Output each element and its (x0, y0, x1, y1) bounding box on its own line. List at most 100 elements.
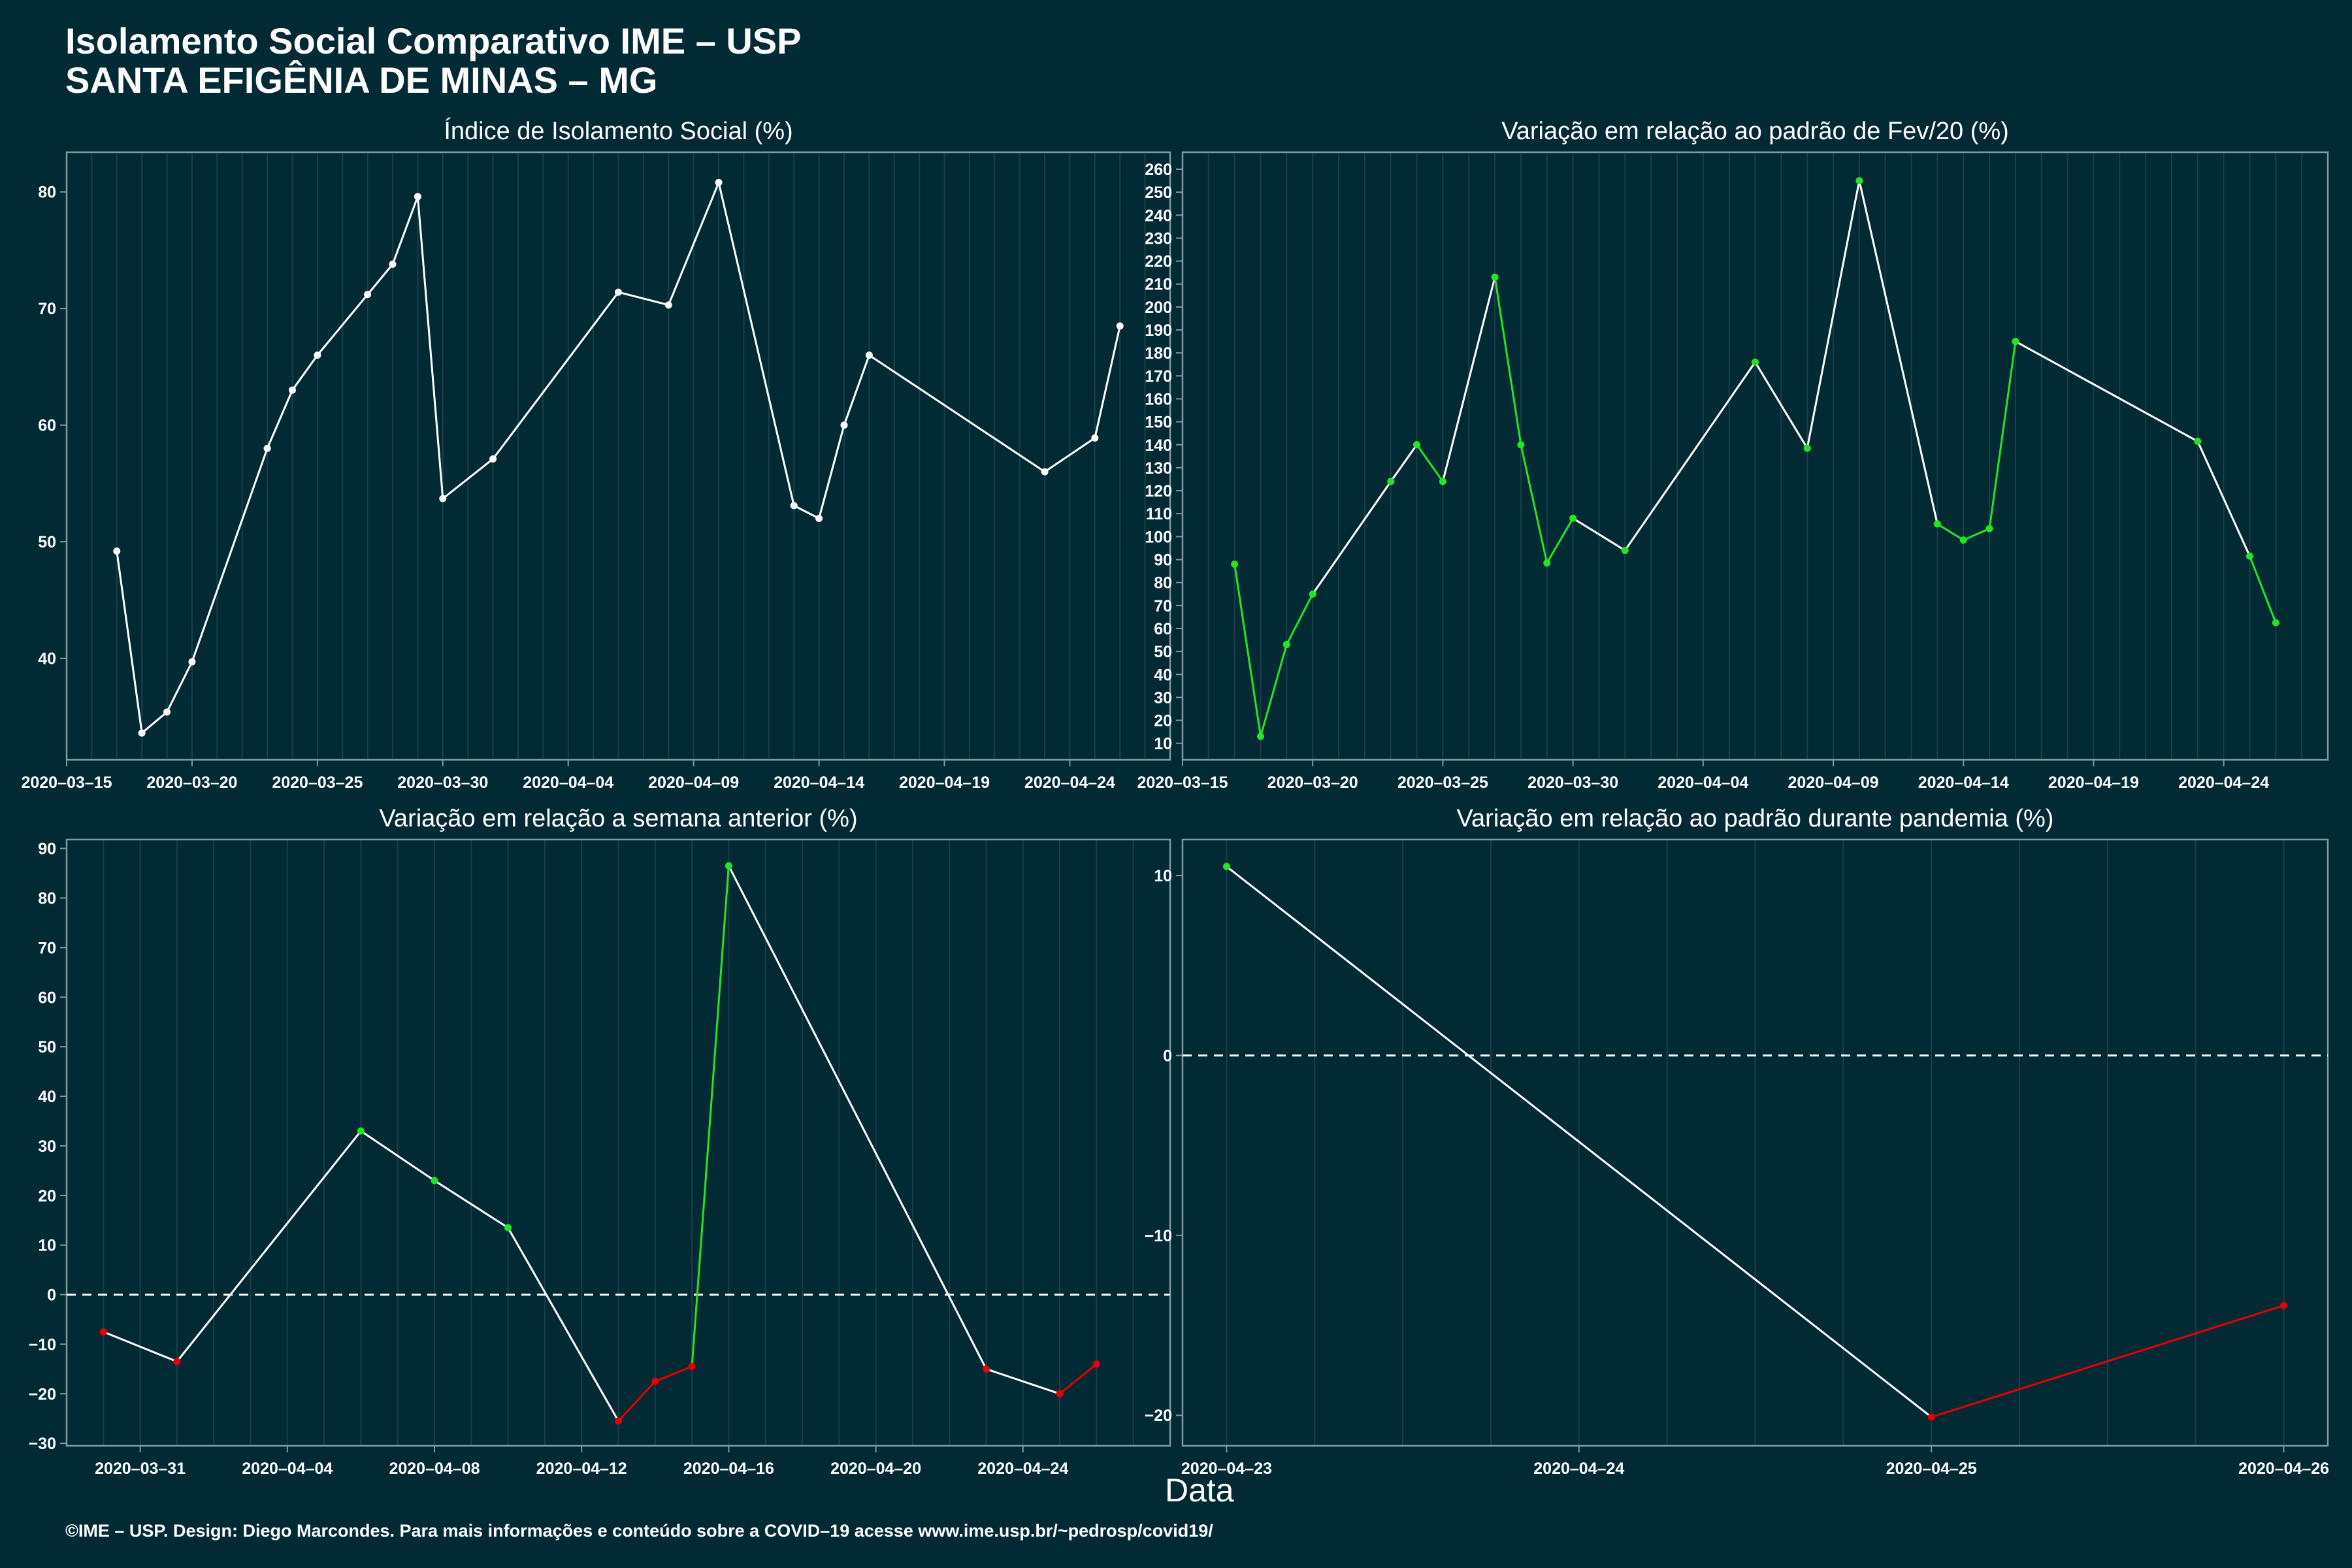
series-line-segment (868, 354, 1045, 473)
series-line-segment (1094, 325, 1121, 438)
data-point (173, 1358, 181, 1365)
y-tick-label: 150 (1145, 414, 1172, 432)
data-point (815, 514, 823, 522)
data-point (1933, 520, 1941, 528)
y-tick-label: 90 (38, 840, 56, 858)
data-point (983, 1365, 990, 1373)
y-tick-label: −20 (1145, 1407, 1172, 1425)
data-point (414, 193, 421, 201)
y-tick-label: −20 (29, 1385, 56, 1403)
x-tick-label: 2020–04–26 (2238, 1460, 2329, 1478)
y-tick-label: 50 (1154, 643, 1172, 661)
axis-frame (1181, 838, 2329, 1447)
data-point (1543, 559, 1551, 567)
data-point (439, 495, 447, 502)
series-line-segment (1546, 517, 1574, 564)
y-tick-label: 100 (1145, 528, 1172, 546)
data-point (113, 547, 121, 555)
data-point (364, 291, 372, 299)
series-line-segment (367, 263, 394, 295)
data-point (840, 421, 848, 429)
series-line-segment (492, 291, 619, 460)
data-point (664, 301, 672, 309)
y-tick-label: 70 (38, 300, 56, 318)
data-point (725, 862, 732, 870)
series-line-segment (1390, 444, 1418, 482)
x-tick-label: 2020–04–09 (1788, 774, 1878, 792)
y-tick-label: 200 (1145, 299, 1172, 317)
y-tick-label: 10 (38, 1237, 56, 1255)
axis-frame (65, 151, 1171, 761)
data-point (489, 455, 497, 463)
x-tick-label: 2020–04–20 (830, 1460, 921, 1478)
series-line-segment (1311, 481, 1392, 595)
series-line-segment (391, 196, 419, 265)
x-tick-label: 2020–03–25 (272, 774, 363, 792)
y-tick-label: 160 (1145, 390, 1172, 408)
data-point (1927, 1413, 1935, 1421)
data-point (263, 444, 271, 452)
chart-title-line-1: Isolamento Social Comparativo IME – USP (65, 20, 802, 61)
data-point (1855, 177, 1863, 185)
series-line-segment (2015, 340, 2198, 442)
y-tick-label: 30 (38, 1137, 56, 1156)
x-tick-label: 2020–04–24 (1024, 774, 1115, 792)
data-point (1569, 514, 1577, 522)
y-tick-label: 0 (1163, 1047, 1172, 1065)
chart-panel-3: Variação em relação a semana anterior (%… (29, 805, 1171, 1478)
series-line-segment (986, 1367, 1060, 1395)
y-tick-label: 50 (38, 533, 56, 551)
footer-credits: ©IME – USP. Design: Diego Marcondes. Par… (65, 1521, 1213, 1541)
series-line-segment (1286, 593, 1314, 645)
y-tick-label: 80 (38, 184, 56, 202)
series-line-segment (507, 1227, 619, 1422)
x-tick-label: 2020–03–20 (1267, 774, 1358, 792)
series-line-segment (442, 458, 494, 500)
series-line-segment (717, 182, 795, 506)
series-line-segment (728, 865, 987, 1370)
data-point (865, 351, 873, 359)
series-line-segment (1441, 276, 1496, 482)
series-line-segment (617, 1380, 656, 1422)
data-point (2194, 438, 2202, 446)
series-line-segment (1059, 1363, 1098, 1395)
data-point (431, 1177, 438, 1184)
data-point (1413, 441, 1421, 449)
data-point (188, 658, 196, 666)
data-point (357, 1127, 365, 1135)
x-tick-label: 2020–04–14 (1918, 774, 2009, 792)
data-point (1959, 536, 1967, 544)
series-line-segment (667, 182, 720, 306)
y-tick-label: 260 (1145, 161, 1172, 179)
x-tick-label: 2020–03–25 (1397, 774, 1488, 792)
series-line-segment (1233, 564, 1262, 737)
y-tick-label: 210 (1145, 276, 1172, 294)
y-tick-label: 20 (38, 1187, 56, 1205)
data-point (1116, 322, 1124, 330)
series-line-segment (191, 448, 269, 662)
series-line-segment (1754, 361, 1808, 449)
series-line-segment (2249, 555, 2277, 623)
x-tick-label: 2020–04–12 (536, 1460, 627, 1478)
data-point (1257, 732, 1265, 740)
x-tick-label: 2020–03–30 (1527, 774, 1618, 792)
series-line-segment (291, 354, 319, 391)
series-line-segment (1416, 444, 1444, 482)
data-point (615, 1417, 622, 1425)
x-tick-label: 2020–03–20 (146, 774, 237, 792)
series-line-segment (1858, 180, 1938, 525)
axis-frame (65, 838, 1171, 1447)
y-tick-label: 20 (1154, 712, 1172, 730)
y-tick-label: −10 (29, 1335, 56, 1354)
panel-title: Variação em relação a semana anterior (%… (379, 805, 857, 832)
series-line-segment (360, 1130, 435, 1182)
y-tick-label: 250 (1145, 184, 1172, 202)
series-line-segment (1931, 1304, 2285, 1418)
series-line-segment (1572, 517, 1626, 551)
series-line-segment (1044, 437, 1096, 473)
x-tick-label: 2020–03–31 (95, 1460, 186, 1478)
data-point (1621, 546, 1629, 554)
x-axis-label: Data (1165, 1472, 1234, 1509)
y-tick-label: 190 (1145, 321, 1172, 340)
